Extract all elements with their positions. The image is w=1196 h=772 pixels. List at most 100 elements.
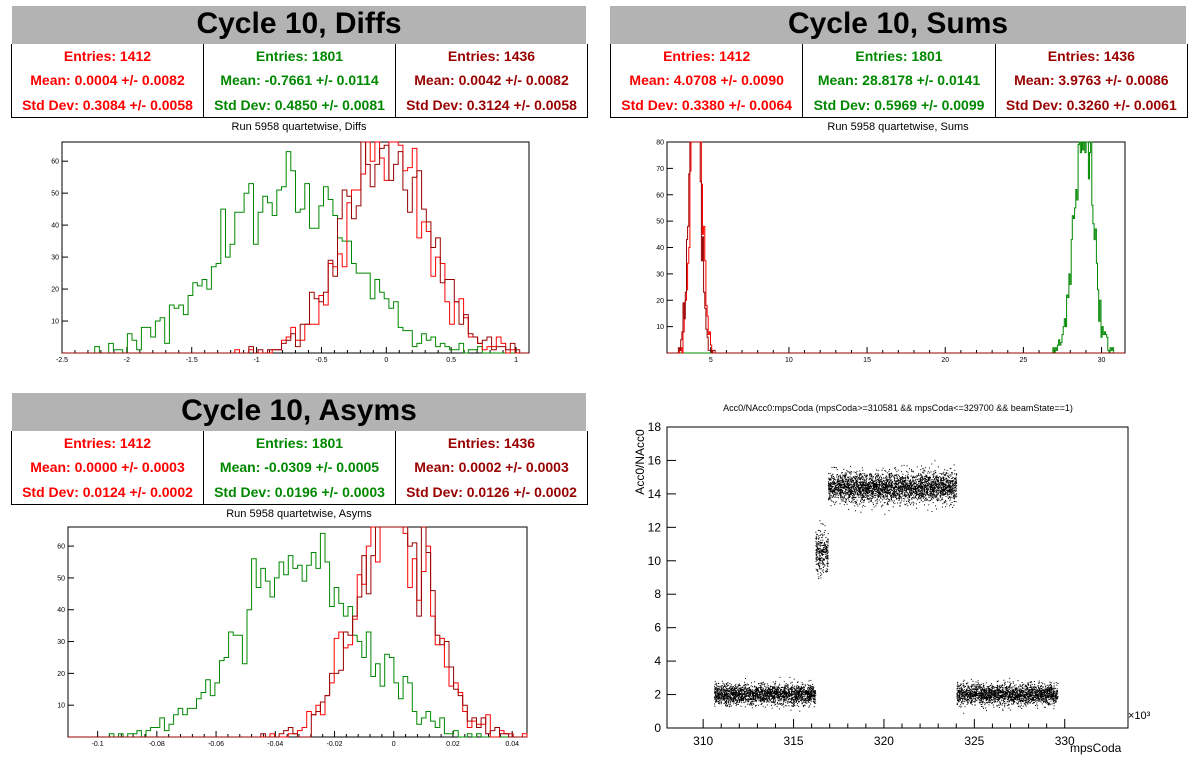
entries-text: Entries: 1801 (855, 48, 943, 65)
x-tick-label: 0 (384, 357, 388, 364)
y-tick-label: 30 (51, 255, 59, 262)
y-tick-label: 16 (648, 453, 662, 467)
y-tick-label: 50 (51, 191, 59, 198)
y-tick-label: 50 (656, 219, 664, 226)
x-tick-label: 1 (514, 357, 518, 364)
mean-text: Mean: 3.9763 +/- 0.0086 (1014, 72, 1169, 89)
x-tick-label: -0.1 (92, 741, 104, 748)
y-tick-label: 4 (654, 654, 661, 668)
std-text: Std Dev: 0.3260 +/- 0.0061 (1005, 96, 1177, 113)
y-tick-label: 10 (656, 324, 664, 331)
x-tick-label: 0 (392, 741, 396, 748)
y-tick-label: 6 (654, 621, 661, 635)
std-text: Std Dev: 0.5969 +/- 0.0099 (813, 96, 985, 113)
x-tick-label: -0.08 (149, 741, 165, 748)
stats-column: Entries: 1436 Mean: 0.0042 +/- 0.0082 St… (395, 44, 587, 117)
x-tick-label: 15 (863, 357, 871, 364)
entries-text: Entries: 1436 (447, 435, 536, 452)
y-tick-label: 70 (656, 166, 664, 173)
sums-histogram: 5 10 15 20 25 30 10 20 30 40 50 60 70 80 (656, 140, 1126, 364)
asyms-histogram: -0.1 -0.08 -0.06 -0.04 -0.02 0 0.02 0.04 10 20 30 4… (57, 526, 528, 748)
x-tick-label: 25 (1019, 357, 1027, 364)
std-text: Std Dev: 0.0196 +/- 0.0003 (214, 483, 385, 500)
x-tick-label: -1.5 (186, 357, 198, 364)
std-text: Std Dev: 0.3380 +/- 0.0064 (621, 96, 793, 113)
asyms-stats-box: Entries: 1412 Mean: 0.0000 +/- 0.0003 St… (11, 431, 588, 505)
entries-text: Entries: 1412 (663, 48, 751, 65)
histogram-series-line (667, 141, 1125, 354)
y-tick-label: 10 (51, 319, 59, 326)
y-tick-label: 20 (656, 298, 664, 305)
histogram-series-line (667, 141, 1125, 354)
entries-text: Entries: 1412 (63, 435, 152, 452)
y-tick-label: 10 (57, 703, 65, 710)
scatter-y-axis-label: Acc0/NAcc0 (633, 429, 647, 495)
histogram-series-line (68, 532, 527, 738)
y-tick-label: 12 (648, 520, 662, 534)
sums-stats-box: Entries: 1412 Mean: 4.0708 +/- 0.0090 St… (610, 44, 1188, 118)
x-tick-label: -0.02 (327, 741, 343, 748)
stats-column: Entries: 1801 Mean: -0.0309 +/- 0.0005 S… (203, 431, 395, 504)
asyms-title: Cycle 10, Asyms (12, 393, 586, 431)
diffs-histogram: -2.5 -2 -1.5 -1 -0.5 0 0.5 1 10 20 30 40 50 60 (51, 141, 530, 364)
mean-text: Mean: -0.7661 +/- 0.0114 (220, 72, 379, 89)
x-tick-label: 325 (964, 734, 984, 748)
entries-text: Entries: 1801 (255, 48, 344, 65)
entries-text: Entries: 1801 (255, 435, 344, 452)
mean-text: Mean: 0.0004 +/- 0.0082 (30, 72, 185, 89)
stats-column: Entries: 1412 Mean: 4.0708 +/- 0.0090 St… (611, 44, 802, 117)
entries-text: Entries: 1412 (63, 48, 152, 65)
mean-text: Mean: 0.0000 +/- 0.0003 (30, 459, 185, 476)
mean-text: Mean: 28.8178 +/- 0.0141 (817, 72, 981, 89)
x-tick-label: -2 (124, 357, 130, 364)
sums-title: Cycle 10, Sums (610, 6, 1186, 44)
y-tick-label: 60 (51, 159, 59, 166)
x-tick-label: -0.5 (315, 357, 327, 364)
x-tick-label: 320 (874, 734, 894, 748)
stats-column: Entries: 1801 Mean: -0.7661 +/- 0.0114 S… (203, 44, 395, 117)
scatter-x-axis-label: mpsCoda (1070, 741, 1122, 755)
entries-text: Entries: 1436 (447, 48, 536, 65)
mean-text: Mean: 0.0002 +/- 0.0003 (414, 459, 569, 476)
scatter-exponent-label: ×10³ (1128, 710, 1151, 722)
entries-text: Entries: 1436 (1047, 48, 1135, 65)
x-tick-label: 0.04 (505, 741, 519, 748)
y-tick-label: 2 (654, 688, 661, 702)
y-tick-label: 30 (656, 271, 664, 278)
scatter-title: Acc0/NAcc0:mpsCoda (mpsCoda>=310581 && m… (723, 403, 1073, 413)
std-text: Std Dev: 0.0126 +/- 0.0002 (406, 483, 577, 500)
stats-column: Entries: 1801 Mean: 28.8178 +/- 0.0141 S… (802, 44, 994, 117)
x-tick-label: -2.5 (56, 357, 68, 364)
histogram-series-line (62, 141, 529, 354)
y-tick-label: 40 (656, 245, 664, 252)
y-tick-label: 80 (656, 140, 664, 147)
x-tick-label: 330 (1055, 734, 1075, 748)
acc0-scatter-plot: 310 315 320 325 330 0 2 4 6 8 10 12 14 16 18 (648, 420, 1129, 748)
stats-column: Entries: 1412 Mean: 0.0004 +/- 0.0082 St… (12, 44, 203, 117)
histogram-series-line (667, 141, 1125, 354)
y-tick-label: 8 (654, 587, 661, 601)
std-text: Std Dev: 0.0124 +/- 0.0002 (22, 483, 193, 500)
x-tick-label: 0.5 (446, 357, 456, 364)
y-tick-label: 40 (57, 607, 65, 614)
histogram-series-line (68, 526, 527, 738)
y-tick-label: 14 (648, 487, 662, 501)
plot-frame (666, 141, 1126, 354)
std-text: Std Dev: 0.4850 +/- 0.0081 (214, 96, 385, 113)
diffs-stats-box: Entries: 1412 Mean: 0.0004 +/- 0.0082 St… (11, 44, 588, 118)
x-tick-label: -1 (253, 357, 259, 364)
diffs-title: Cycle 10, Diffs (12, 6, 586, 44)
y-tick-label: 60 (656, 192, 664, 199)
y-tick-label: 20 (57, 671, 65, 678)
histogram-series-line (62, 151, 529, 354)
y-tick-label: 18 (648, 420, 662, 434)
x-tick-label: -0.06 (208, 741, 224, 748)
scatter-points (714, 460, 1059, 714)
std-text: Std Dev: 0.3124 +/- 0.0058 (406, 96, 577, 113)
y-tick-label: 10 (648, 554, 662, 568)
x-tick-label: 20 (941, 357, 949, 364)
stats-column: Entries: 1436 Mean: 0.0002 +/- 0.0003 St… (395, 431, 587, 504)
y-tick-label: 30 (57, 639, 65, 646)
y-tick-label: 40 (51, 223, 59, 230)
histogram-series-line (68, 526, 528, 738)
